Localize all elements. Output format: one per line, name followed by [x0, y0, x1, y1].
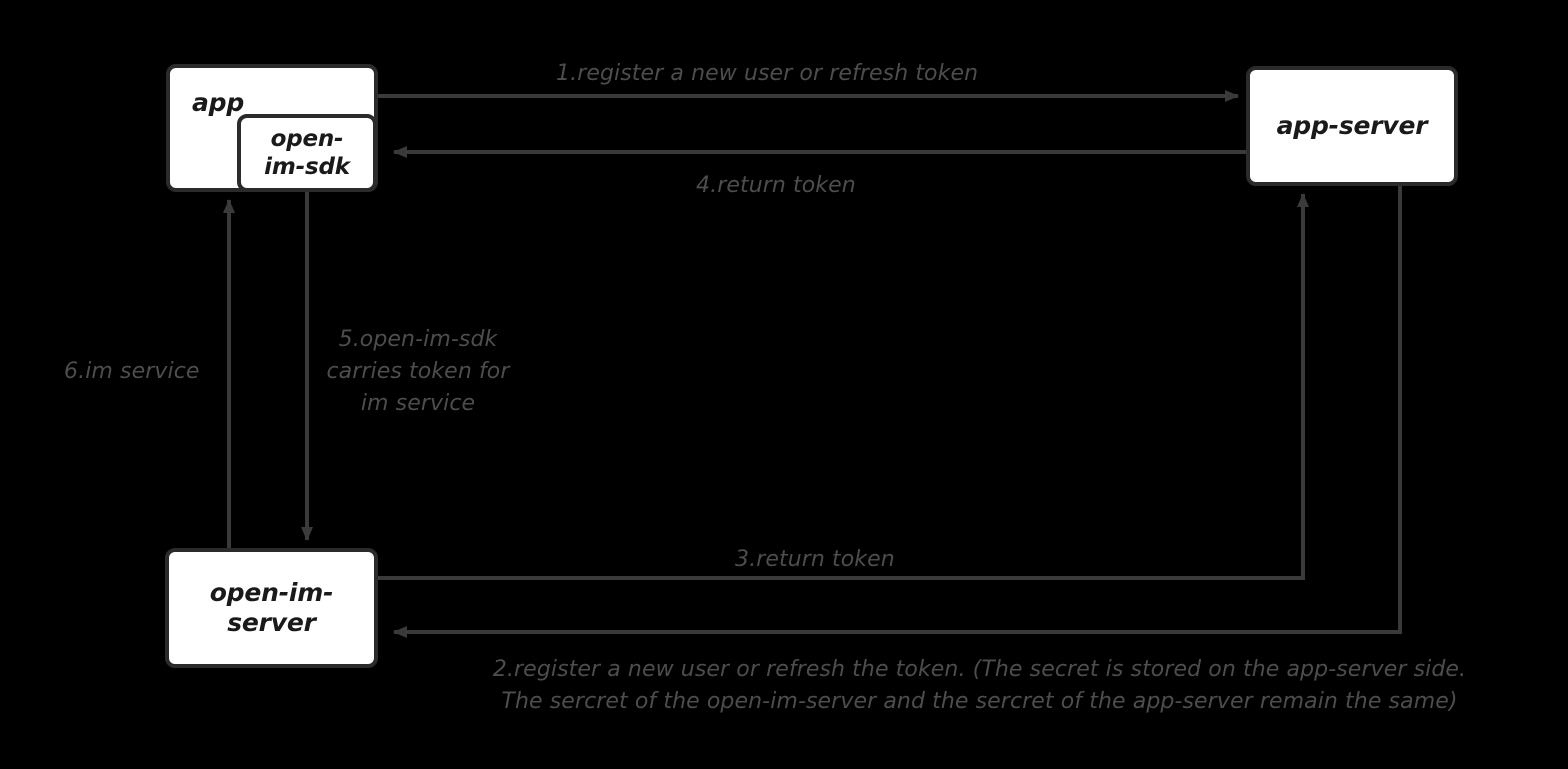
- node-open-im-sdk-label: open- im-sdk: [264, 125, 350, 180]
- edge-label-3: 3.return token: [735, 547, 895, 572]
- node-app-label: app: [192, 88, 245, 117]
- edge-label-5: 5.open-im-sdk carries token for im servi…: [326, 327, 510, 416]
- node-open-im-server-label: open-im- server: [209, 577, 334, 638]
- node-open-im-server[interactable]: open-im- server: [165, 548, 378, 668]
- edge-label-2: 2.register a new user or refresh the tok…: [492, 657, 1467, 714]
- node-app-server[interactable]: app-server: [1246, 66, 1458, 186]
- node-app-server-label: app-server: [1276, 110, 1428, 140]
- edge-2-path: [393, 186, 1402, 638]
- node-open-im-sdk[interactable]: open- im-sdk: [237, 114, 377, 192]
- edge-label-1: 1.register a new user or refresh token: [556, 61, 979, 86]
- edge-label-4: 4.return token: [696, 173, 856, 198]
- edge-label-6: 6.im service: [64, 359, 200, 384]
